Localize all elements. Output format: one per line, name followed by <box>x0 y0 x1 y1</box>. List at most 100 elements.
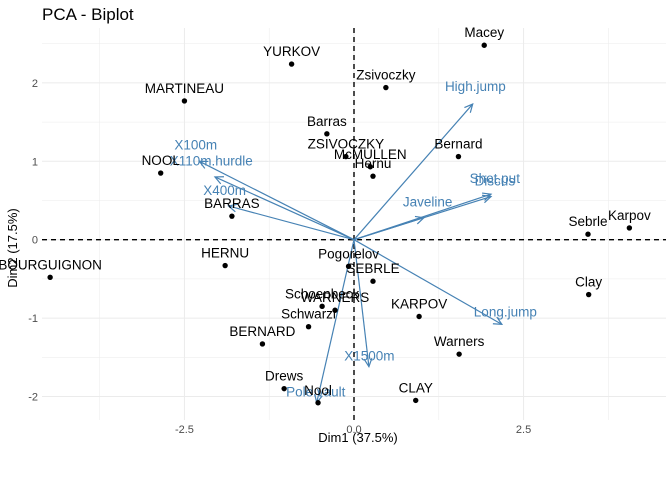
arrow-head <box>363 357 373 369</box>
point-marker <box>281 385 287 392</box>
individual-point: BARRAS <box>204 196 260 219</box>
arrow-head <box>492 316 504 326</box>
arrow-shaft <box>199 160 355 241</box>
point-marker <box>332 307 338 313</box>
individual-point: Pogorelov <box>318 246 379 270</box>
y-tick-label: 0 <box>32 235 38 247</box>
variable-label: X1500m <box>344 349 394 364</box>
individual-point: Bernard <box>434 137 482 160</box>
individual-point: Barras <box>307 114 347 137</box>
variable-label: Shot.put <box>470 171 521 186</box>
individual-label: Zsivoczky <box>356 68 416 83</box>
arrow-shaft <box>228 205 355 241</box>
arrow-shaft <box>353 103 474 241</box>
individual-point: KARPOV <box>391 297 447 320</box>
arrow-shaft <box>353 217 425 241</box>
individual-label: Barras <box>307 114 347 129</box>
x-tick-label: -2.5 <box>175 424 194 436</box>
x-tick-label: 0.0 <box>346 424 361 436</box>
individual-point: Warners <box>434 334 485 357</box>
individual-label: MARTINEAU <box>145 81 224 96</box>
individual-label: Warners <box>434 334 485 349</box>
point-marker <box>383 84 389 91</box>
individual-label: Clay <box>575 275 602 290</box>
point-marker <box>367 164 373 170</box>
point-marker <box>315 400 321 406</box>
point-marker <box>181 98 188 104</box>
point-marker <box>455 153 462 160</box>
individual-label: McMULLEN <box>334 147 407 162</box>
individual-label: BARRAS <box>204 196 260 211</box>
individual-point: HERNU <box>201 246 249 269</box>
variable-arrow: X100m <box>174 137 355 241</box>
individual-label: BOURGUIGNON <box>0 257 102 272</box>
axes: -2.5 0.0 2.5 -2 -1 0 1 2 <box>28 78 531 436</box>
point-marker <box>229 213 235 219</box>
point-marker <box>585 231 591 237</box>
individual-point: Schoenbeck <box>285 286 360 310</box>
individual-label: Pogorelov <box>318 246 379 261</box>
variable-label: X400m <box>203 183 246 198</box>
arrow-head <box>414 215 426 225</box>
individual-point: BERNARD <box>229 324 296 347</box>
individual-label: Drews <box>265 369 304 384</box>
individual-point: YURKOV <box>263 44 320 67</box>
individual-label: Schoenbeck <box>285 286 360 301</box>
variable-label: Javeline <box>403 195 453 210</box>
variable-arrow: Javeline <box>353 195 453 241</box>
individual-label: Sebrle <box>568 214 607 229</box>
individual-label: Schwarzl <box>281 307 336 322</box>
individual-label: Karpov <box>608 208 651 223</box>
individual-point: McMULLEN <box>334 147 407 170</box>
individual-point: SEBRLE <box>346 261 400 284</box>
individual-label: Bernard <box>434 137 482 152</box>
point-marker <box>481 42 487 48</box>
variable-arrow: X110m.hurdle <box>170 153 355 241</box>
individual-label: HERNU <box>201 246 249 261</box>
point-marker <box>157 170 164 176</box>
arrow-shaft <box>353 239 503 325</box>
variable-arrow: Long.jump <box>353 239 537 326</box>
individual-label: Hernu <box>355 156 392 171</box>
individual-label: YURKOV <box>263 44 320 59</box>
individual-point: BOURGUIGNON <box>0 257 102 281</box>
individual-label: CLAY <box>399 380 433 395</box>
arrow-shaft <box>214 176 355 241</box>
y-axis-title: Dim2 (17.5%) <box>5 208 20 287</box>
point-marker <box>345 263 352 270</box>
arrow-head <box>464 103 474 113</box>
y-tick-label: 1 <box>32 156 38 168</box>
individual-point: CLAY <box>399 380 433 404</box>
arrow-shaft <box>353 239 370 367</box>
individual-point: Karpov <box>608 208 651 231</box>
individual-label: NOOL <box>142 153 181 168</box>
individual-point: Sebrle <box>568 214 608 237</box>
chart-title: PCA - Biplot <box>42 5 134 24</box>
individual-point: Macey <box>464 25 504 48</box>
variable-arrow: X400m <box>203 183 355 241</box>
individual-label: KARPOV <box>391 297 447 312</box>
variable-arrow: X1500m <box>344 239 395 369</box>
individual-point: Drews <box>265 369 304 392</box>
point-marker <box>626 225 633 231</box>
variable-label: X100m <box>174 137 217 152</box>
individual-label: BERNARD <box>229 324 295 339</box>
y-tick-label: -1 <box>28 313 38 325</box>
variable-label: Pole.vault <box>286 385 346 400</box>
arrow-head <box>213 176 224 185</box>
point-marker <box>222 262 228 269</box>
point-marker <box>259 341 266 347</box>
point-marker <box>343 153 349 160</box>
variable-label: Discus <box>475 173 516 188</box>
individual-label: Nool <box>304 383 332 398</box>
point-marker <box>585 291 592 298</box>
y-tick-label: 2 <box>32 78 38 90</box>
reference-lines <box>42 28 666 420</box>
arrow-head <box>198 160 209 169</box>
individual-point: MARTINEAU <box>145 81 224 104</box>
point-marker <box>413 397 419 404</box>
individual-label: SEBRLE <box>346 261 399 276</box>
arrow-head <box>227 203 238 213</box>
